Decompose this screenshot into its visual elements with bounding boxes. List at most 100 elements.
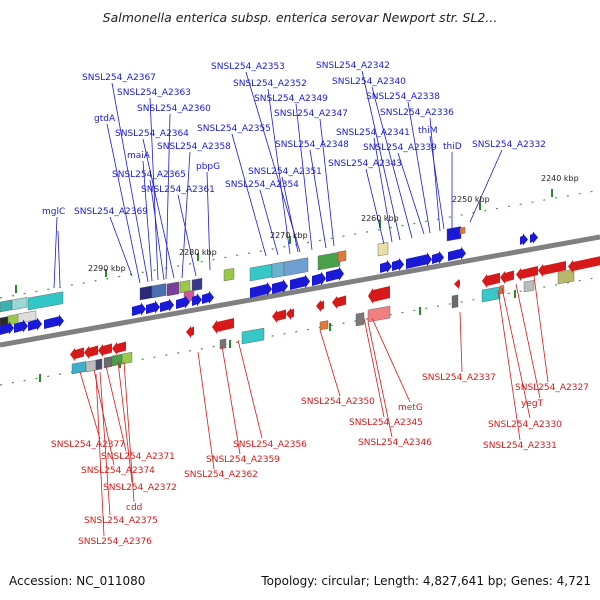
gene-label-forward[interactable]: SNSL254_A2353 (211, 62, 285, 72)
leader-line-reverse (117, 361, 133, 483)
leader-line-forward (231, 133, 267, 257)
gene-label-reverse[interactable]: cdd (126, 503, 142, 513)
leader-line-reverse (237, 339, 263, 439)
gene-label-reverse[interactable]: SNSL254_A2331 (483, 441, 557, 451)
gene-label-reverse[interactable]: SNSL254_A2359 (206, 455, 280, 465)
reverse-gene-arrow (332, 295, 346, 309)
gene-label-forward[interactable]: SNSL254_A2338 (366, 92, 440, 102)
gene-label-forward[interactable]: SNSL254_A2348 (275, 140, 349, 150)
kbp-label: 2260 kbp (361, 214, 399, 223)
feature-block (223, 267, 235, 282)
gene-label-reverse[interactable]: SNSL254_A2337 (422, 373, 496, 383)
reverse-gene-arrow (70, 347, 84, 361)
gene-label-reverse[interactable]: SNSL254_A2362 (184, 470, 258, 480)
gene-label-forward[interactable]: SNSL254_A2365 (112, 170, 186, 180)
reverse-gene-arrow (516, 266, 538, 281)
leader-line-forward (165, 113, 171, 280)
gene-label-forward[interactable]: SNSL254_A2336 (380, 108, 454, 118)
gene-label-forward[interactable]: thiM (418, 126, 438, 136)
gene-label-forward[interactable]: SNSL254_A2341 (336, 128, 410, 138)
reverse-gene-arrow (368, 286, 390, 304)
kbp-label: 2270 kbp (270, 231, 308, 240)
gene-label-forward[interactable]: SNSL254_A2349 (254, 94, 328, 104)
gene-label-forward[interactable]: pbpG (196, 162, 220, 172)
gene-label-reverse[interactable]: SNSL254_A2372 (103, 483, 177, 493)
forward-gene-arrow (28, 317, 42, 331)
gene-label-reverse[interactable]: SNSL254_A2350 (301, 397, 375, 407)
gene-label-reverse[interactable]: SNSL254_A2346 (358, 438, 432, 448)
reverse-gene-arrow (212, 318, 234, 334)
gene-label-forward[interactable]: mglC (42, 207, 65, 217)
forward-gene-arrow (176, 295, 190, 309)
gene-label-forward[interactable]: SNSL254_A2339 (363, 143, 437, 153)
leader-line-forward (429, 117, 441, 232)
gene-label-reverse[interactable]: SNSL254_A2376 (78, 537, 152, 547)
gene-label-forward[interactable]: SNSL254_A2347 (274, 109, 348, 119)
leader-line-forward (309, 149, 327, 249)
feature-block (151, 283, 167, 299)
reverse-gene-arrow (316, 300, 324, 312)
gene-label-reverse[interactable]: SNSL254_A2371 (101, 452, 175, 462)
reverse-gene-arrow (98, 343, 112, 357)
reverse-gene-arrow (500, 270, 514, 284)
leader-line-forward (181, 151, 191, 279)
leader-line-forward (259, 189, 279, 256)
leader-line-reverse (533, 275, 549, 383)
gene-label-forward[interactable]: thiD (443, 142, 462, 152)
gene-label-reverse[interactable]: SNSL254_A2375 (84, 516, 158, 526)
gene-label-reverse[interactable]: SNSL254_A2345 (349, 418, 423, 428)
accession-text: Accession: NC_011080 (9, 574, 146, 588)
feature-block (319, 320, 329, 331)
gene-label-reverse[interactable]: SNSL254_A2377 (51, 440, 125, 450)
feature-block (191, 277, 203, 292)
leader-line-forward (245, 71, 301, 253)
gene-label-forward[interactable]: SNSL254_A2354 (225, 180, 299, 190)
gene-label-forward[interactable]: SNSL254_A2355 (197, 124, 271, 134)
gene-label-forward[interactable]: maiA (127, 151, 151, 161)
gene-label-forward[interactable]: SNSL254_A2343 (328, 159, 402, 169)
feature-block (367, 305, 391, 323)
feature-block (71, 361, 87, 375)
gene-label-forward[interactable]: SNSL254_A2342 (316, 61, 390, 71)
gene-label-reverse[interactable]: SNSL254_A2374 (81, 466, 155, 476)
gene-label-reverse[interactable]: SNSL254_A2330 (488, 420, 562, 430)
gene-label-reverse[interactable]: yegT (521, 399, 544, 409)
feature-block (271, 261, 285, 279)
gene-label-forward[interactable]: SNSL254_A2332 (472, 140, 546, 150)
label-leader-lines (53, 70, 549, 537)
feature-block (377, 241, 389, 257)
leader-line-forward (365, 168, 385, 245)
leader-line-reverse (79, 371, 101, 440)
forward-gene-arrow (380, 259, 392, 273)
feature-block (446, 226, 462, 242)
gene-label-forward[interactable]: SNSL254_A2360 (137, 104, 211, 114)
gene-label-reverse[interactable]: metG (398, 403, 423, 413)
gene-label-forward[interactable]: SNSL254_A2367 (82, 73, 156, 83)
gene-label-forward[interactable]: SNSL254_A2340 (332, 77, 406, 87)
gene-label-reverse[interactable]: SNSL254_A2356 (233, 440, 307, 450)
forward-gene-arrow (0, 321, 14, 335)
gene-label-forward[interactable]: SNSL254_A2351 (248, 167, 322, 177)
leader-line-forward (429, 135, 445, 230)
forward-gene-arrow (44, 314, 64, 329)
leader-line-reverse (99, 371, 111, 516)
gene-label-forward[interactable]: SNSL254_A2364 (115, 129, 189, 139)
genome-backbone (0, 234, 600, 348)
feature-blocks (0, 226, 575, 375)
gene-label-forward[interactable]: SNSL254_A2363 (117, 88, 191, 98)
gene-label-forward[interactable]: SNSL254_A2361 (141, 185, 215, 195)
gene-label-forward[interactable]: SNSL254_A2352 (233, 79, 307, 89)
leader-line-forward (149, 179, 165, 281)
leader-line-reverse (367, 321, 393, 438)
gene-label-forward[interactable]: gtdA (94, 114, 116, 124)
leader-line-forward (53, 216, 58, 289)
feature-block (249, 263, 273, 282)
leader-line-reverse (221, 345, 241, 455)
gene-label-reverse[interactable]: SNSL254_A2327 (515, 383, 589, 393)
leader-line-forward (109, 216, 133, 277)
gene-label-forward[interactable]: SNSL254_A2369 (74, 207, 148, 217)
feature-block (355, 312, 365, 327)
gene-label-forward[interactable]: SNSL254_A2358 (157, 142, 231, 152)
